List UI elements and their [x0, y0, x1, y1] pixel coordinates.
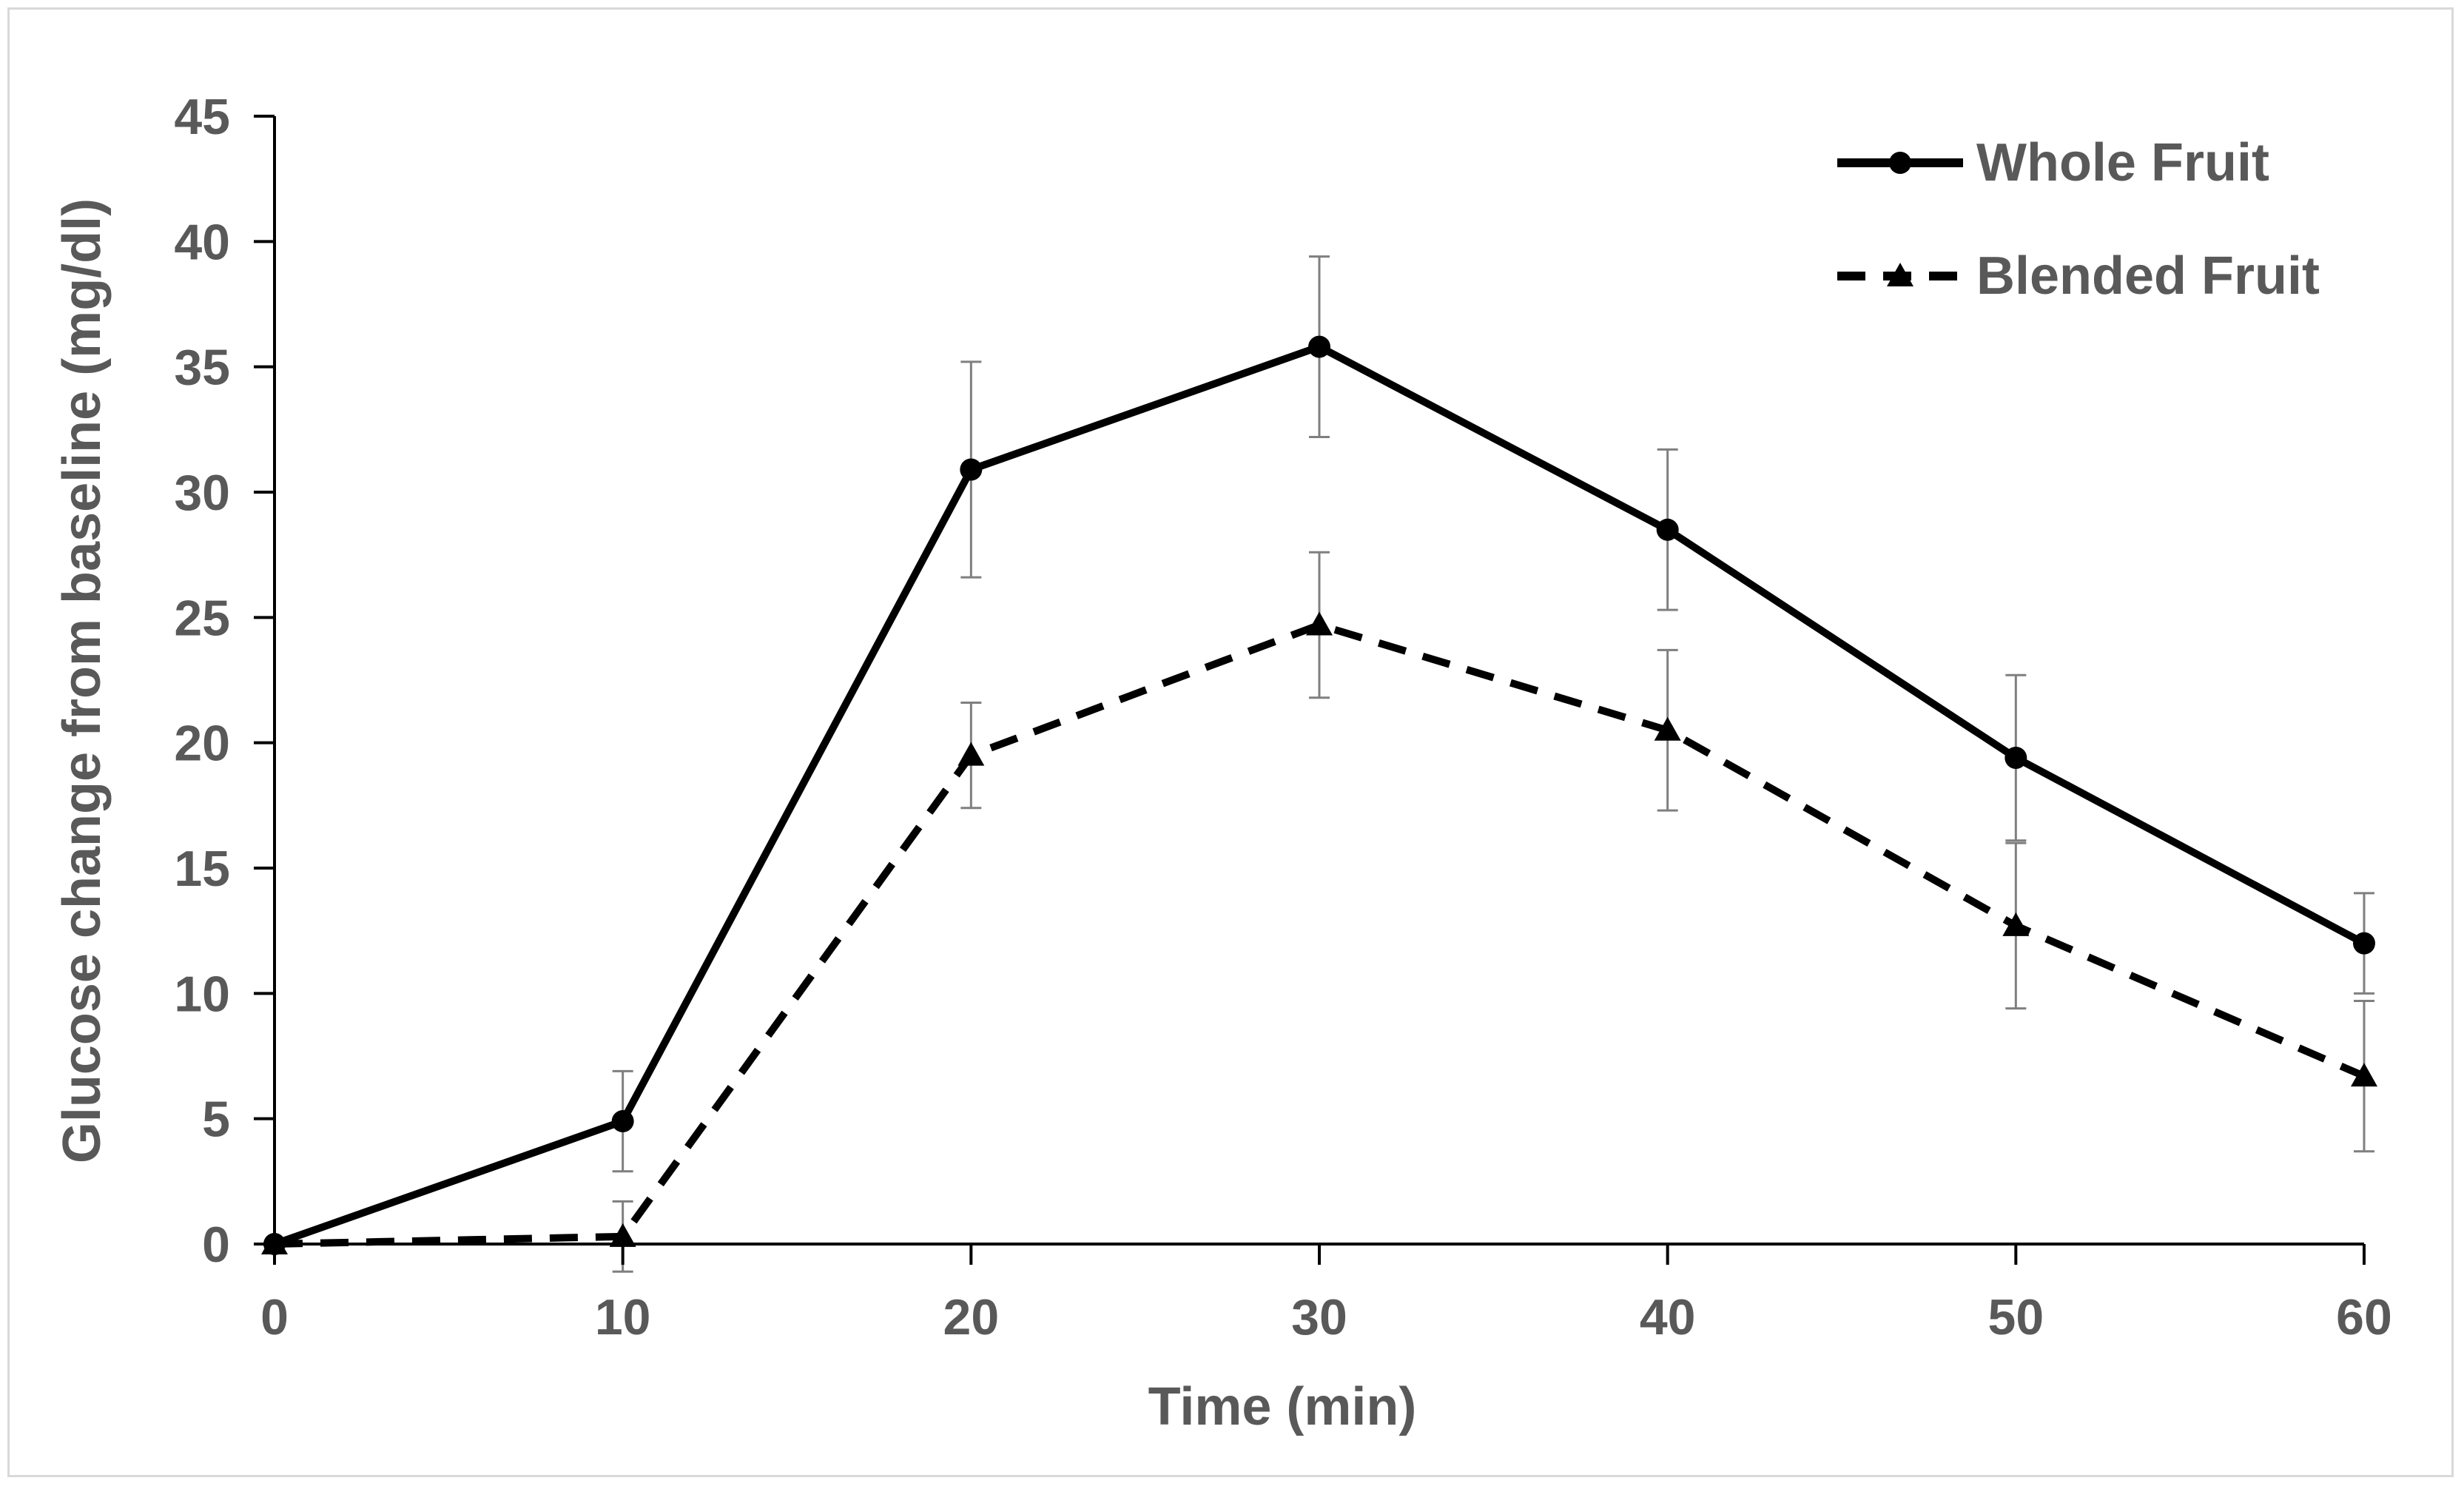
x-tick-label-10: 10 [595, 1289, 651, 1345]
y-tick-label-30: 30 [174, 465, 230, 521]
x-tick-label-50: 50 [1988, 1289, 2044, 1345]
y-axis-title: Glucose change from baseline (mg/dl) [53, 198, 112, 1163]
series-lines [273, 343, 2366, 1248]
series-line-whole-fruit [273, 343, 2366, 1248]
point-whole-fruit-60 [2353, 932, 2375, 955]
y-tick-label-25: 25 [174, 590, 230, 646]
point-blended-fruit-60 [2351, 1063, 2377, 1087]
x-tick-label-60: 60 [2336, 1289, 2392, 1345]
x-axis-ticks: 0 10 20 30 40 50 60 [260, 1244, 2392, 1345]
y-tick-label-5: 5 [202, 1092, 230, 1148]
x-tick-label-20: 20 [943, 1289, 1000, 1345]
y-tick-label-20: 20 [174, 716, 230, 772]
y-tick-label-40: 40 [174, 214, 230, 270]
x-tick-label-30: 30 [1291, 1289, 1347, 1345]
y-tick-label-0: 0 [202, 1217, 230, 1273]
series-line-blended-fruit [274, 621, 2366, 1248]
y-tick-label-45: 45 [174, 89, 230, 145]
legend-item-blended-fruit: Blended Fruit [1837, 246, 2320, 306]
error-bars [612, 255, 2374, 1273]
y-axis-ticks: 0 5 10 15 20 25 30 35 40 45 [174, 89, 275, 1273]
point-whole-fruit-40 [1656, 518, 1679, 541]
point-blended-fruit-30 [1306, 611, 1333, 636]
x-tick-label-40: 40 [1640, 1289, 1696, 1345]
legend-marker-blended-fruit [1887, 263, 1913, 286]
point-blended-fruit-20 [957, 742, 985, 766]
x-axis-title: Time (min) [1148, 1377, 1417, 1436]
series-markers [261, 335, 2377, 1255]
x-tick-label-0: 0 [260, 1289, 289, 1345]
line-chart: 0 5 10 15 20 25 30 35 40 45 0 10 20 30 40 50 60 Time (m… [53, 89, 2392, 1436]
point-blended-fruit-50 [2002, 912, 2030, 936]
point-whole-fruit-30 [1308, 335, 1330, 358]
y-tick-label-35: 35 [174, 340, 230, 396]
point-whole-fruit-20 [960, 458, 983, 481]
legend: Whole Fruit Blended Fruit [1837, 133, 2320, 306]
legend-marker-whole-fruit [1889, 152, 1911, 174]
legend-label-blended-fruit: Blended Fruit [1976, 246, 2320, 306]
chart-frame: 0 5 10 15 20 25 30 35 40 45 0 10 20 30 40 50 60 Time (m… [7, 7, 2454, 1477]
legend-item-whole-fruit: Whole Fruit [1837, 133, 2269, 192]
point-whole-fruit-50 [2004, 746, 2027, 769]
point-whole-fruit-10 [611, 1110, 634, 1133]
y-tick-label-15: 15 [174, 841, 230, 897]
point-blended-fruit-40 [1654, 716, 1681, 741]
y-tick-label-10: 10 [174, 966, 230, 1022]
legend-label-whole-fruit: Whole Fruit [1976, 133, 2269, 192]
point-blended-fruit-10 [609, 1223, 636, 1247]
